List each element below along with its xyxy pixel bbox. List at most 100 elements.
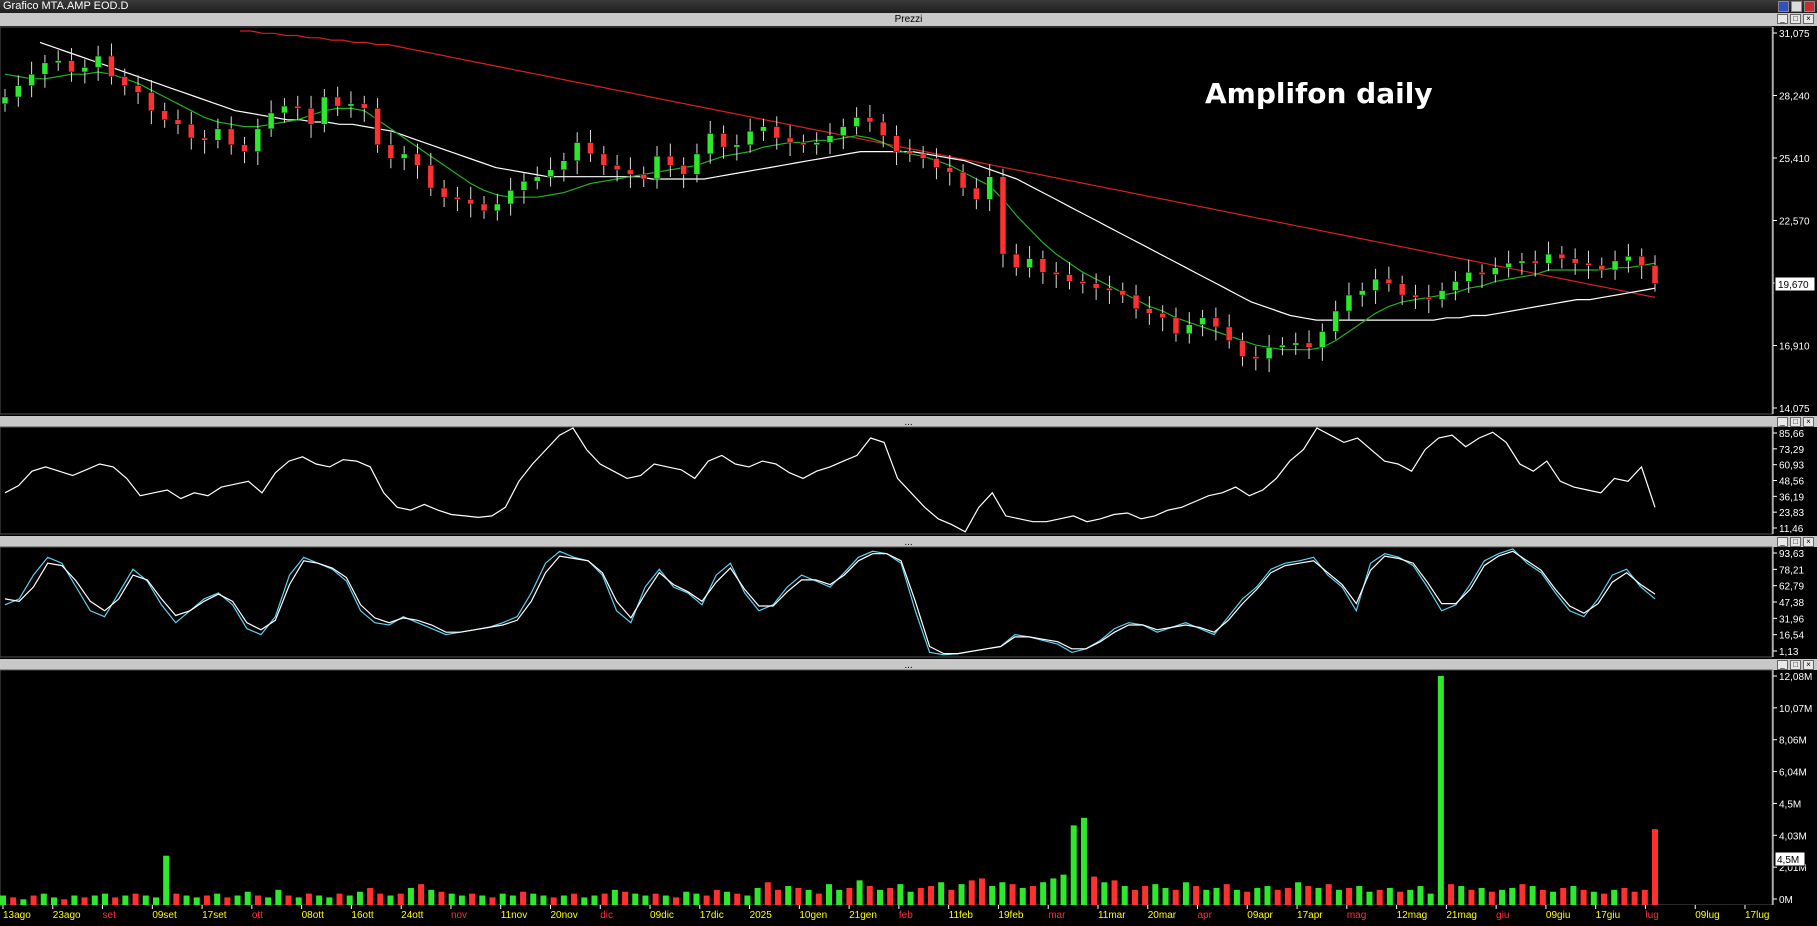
candle-up [706, 133, 714, 155]
maximize-button[interactable] [1791, 1, 1802, 12]
panel-close-button[interactable]: × [1803, 537, 1814, 547]
candle-up [15, 85, 22, 98]
volume-bar [1652, 829, 1658, 905]
volume-bar [265, 897, 272, 905]
candle-down [1425, 297, 1433, 300]
candle-down [1305, 342, 1313, 348]
volume-bar [581, 897, 588, 905]
panel-minimize-button[interactable]: _ [1777, 417, 1788, 427]
candle-up [1545, 253, 1552, 264]
stochastic-ytick-label: 16,54 [1779, 631, 1804, 642]
last-price-label: 19,670 [1778, 280, 1809, 291]
candle-up [733, 144, 741, 148]
volume-bar [1121, 886, 1128, 905]
candle-up [41, 62, 49, 75]
volume-bar [1550, 891, 1557, 905]
volume-bar [1070, 825, 1077, 905]
candle-down [1478, 272, 1486, 275]
price-ytick-label: 25,410 [1779, 154, 1810, 165]
candle-down [361, 103, 368, 109]
candle-up [853, 117, 860, 127]
volume-ytick-label: 4,03M [1779, 831, 1807, 842]
panel-maximize-button[interactable]: □ [1790, 537, 1801, 547]
candle-up [400, 153, 408, 159]
candle-down [307, 108, 315, 125]
candle-down [201, 137, 208, 141]
volume-bar [101, 893, 108, 905]
volume-bar [50, 897, 57, 905]
price-ytick-label: 31,075 [1779, 29, 1810, 40]
volume-panel-header[interactable]: ... _ □ × [0, 659, 1817, 671]
stochastic-panel-header[interactable]: ... _ □ × [0, 536, 1817, 548]
candle-down [1092, 283, 1100, 289]
volume-bar [1529, 886, 1536, 905]
candle-down [148, 92, 155, 111]
panel-maximize-button[interactable]: □ [1790, 14, 1801, 24]
volume-ytick-label: 10,07M [1779, 704, 1812, 715]
volume-bar [30, 895, 37, 905]
volume-bar [1397, 891, 1404, 905]
volume-bar [367, 887, 374, 905]
x-tick-label: 09set [152, 910, 177, 921]
panel-minimize-button[interactable]: _ [1777, 537, 1788, 547]
candle-down [480, 203, 488, 212]
panel-close-button[interactable]: × [1803, 417, 1814, 427]
panel-minimize-button[interactable]: _ [1777, 14, 1788, 24]
candle-down [1598, 265, 1606, 271]
volume-bar [652, 893, 659, 905]
volume-bar [622, 891, 629, 905]
candle-down [241, 144, 248, 152]
volume-ytick-label: 2,01M [1779, 863, 1807, 874]
volume-bar [91, 895, 98, 905]
panel-maximize-button[interactable]: □ [1790, 417, 1801, 427]
close-button[interactable] [1804, 1, 1815, 12]
volume-bar [183, 895, 190, 905]
stochastic-panel-marker: ... [904, 537, 913, 548]
oscillator-panel: 85,66 73,29 60,93 48,56 36,19 23,83 11,46 [0, 426, 1804, 535]
panel-maximize-button[interactable]: □ [1790, 660, 1801, 670]
volume-bar [764, 882, 771, 905]
stochastic-ytick-label: 93,63 [1779, 549, 1804, 560]
volume-bar [377, 893, 384, 905]
panel-minimize-button[interactable]: _ [1777, 660, 1788, 670]
volume-bar [509, 895, 516, 905]
x-tick-label: dic [600, 910, 613, 921]
volume-bar [1254, 887, 1261, 905]
volume-bar [1407, 889, 1414, 905]
volume-bar [1437, 676, 1444, 905]
x-tick-label: ott [252, 910, 263, 921]
price-panel-header[interactable]: Prezzi _ □ × [0, 13, 1817, 26]
volume-bar [1162, 887, 1169, 905]
candle-down [440, 187, 448, 198]
candle-down [427, 165, 435, 189]
candle-down [893, 135, 900, 152]
volume-bar [122, 895, 129, 905]
stochastic-ytick-label: 78,21 [1779, 565, 1804, 576]
candle-up [347, 103, 355, 107]
oscillator-panel-header[interactable]: ... _ □ × [0, 416, 1817, 428]
panel-close-button[interactable]: × [1803, 14, 1814, 24]
candle-up [254, 128, 262, 152]
volume-bar [591, 895, 598, 905]
volume-bar [132, 893, 139, 905]
candle-down [294, 105, 301, 109]
candle-down [1066, 274, 1073, 282]
candle-down [640, 174, 647, 180]
oscillator-line [4, 427, 1656, 533]
volume-bar [1519, 884, 1526, 905]
volume-bar [734, 893, 741, 905]
volume-bar [244, 891, 251, 905]
price-ytick-label: 16,910 [1779, 342, 1810, 353]
x-tick-label: 17giu [1596, 910, 1620, 921]
x-tick-label: 19feb [998, 910, 1023, 921]
candle-down [121, 76, 129, 86]
candle-down [627, 169, 634, 175]
volume-bar [1417, 886, 1424, 905]
minimize-button[interactable] [1778, 1, 1789, 12]
candle-down [68, 60, 75, 73]
panel-close-button[interactable]: × [1803, 660, 1814, 670]
price-ytick-label: 22,570 [1779, 217, 1810, 228]
volume-ytick-label: 4,5M [1779, 799, 1801, 810]
volume-bar [550, 897, 557, 905]
